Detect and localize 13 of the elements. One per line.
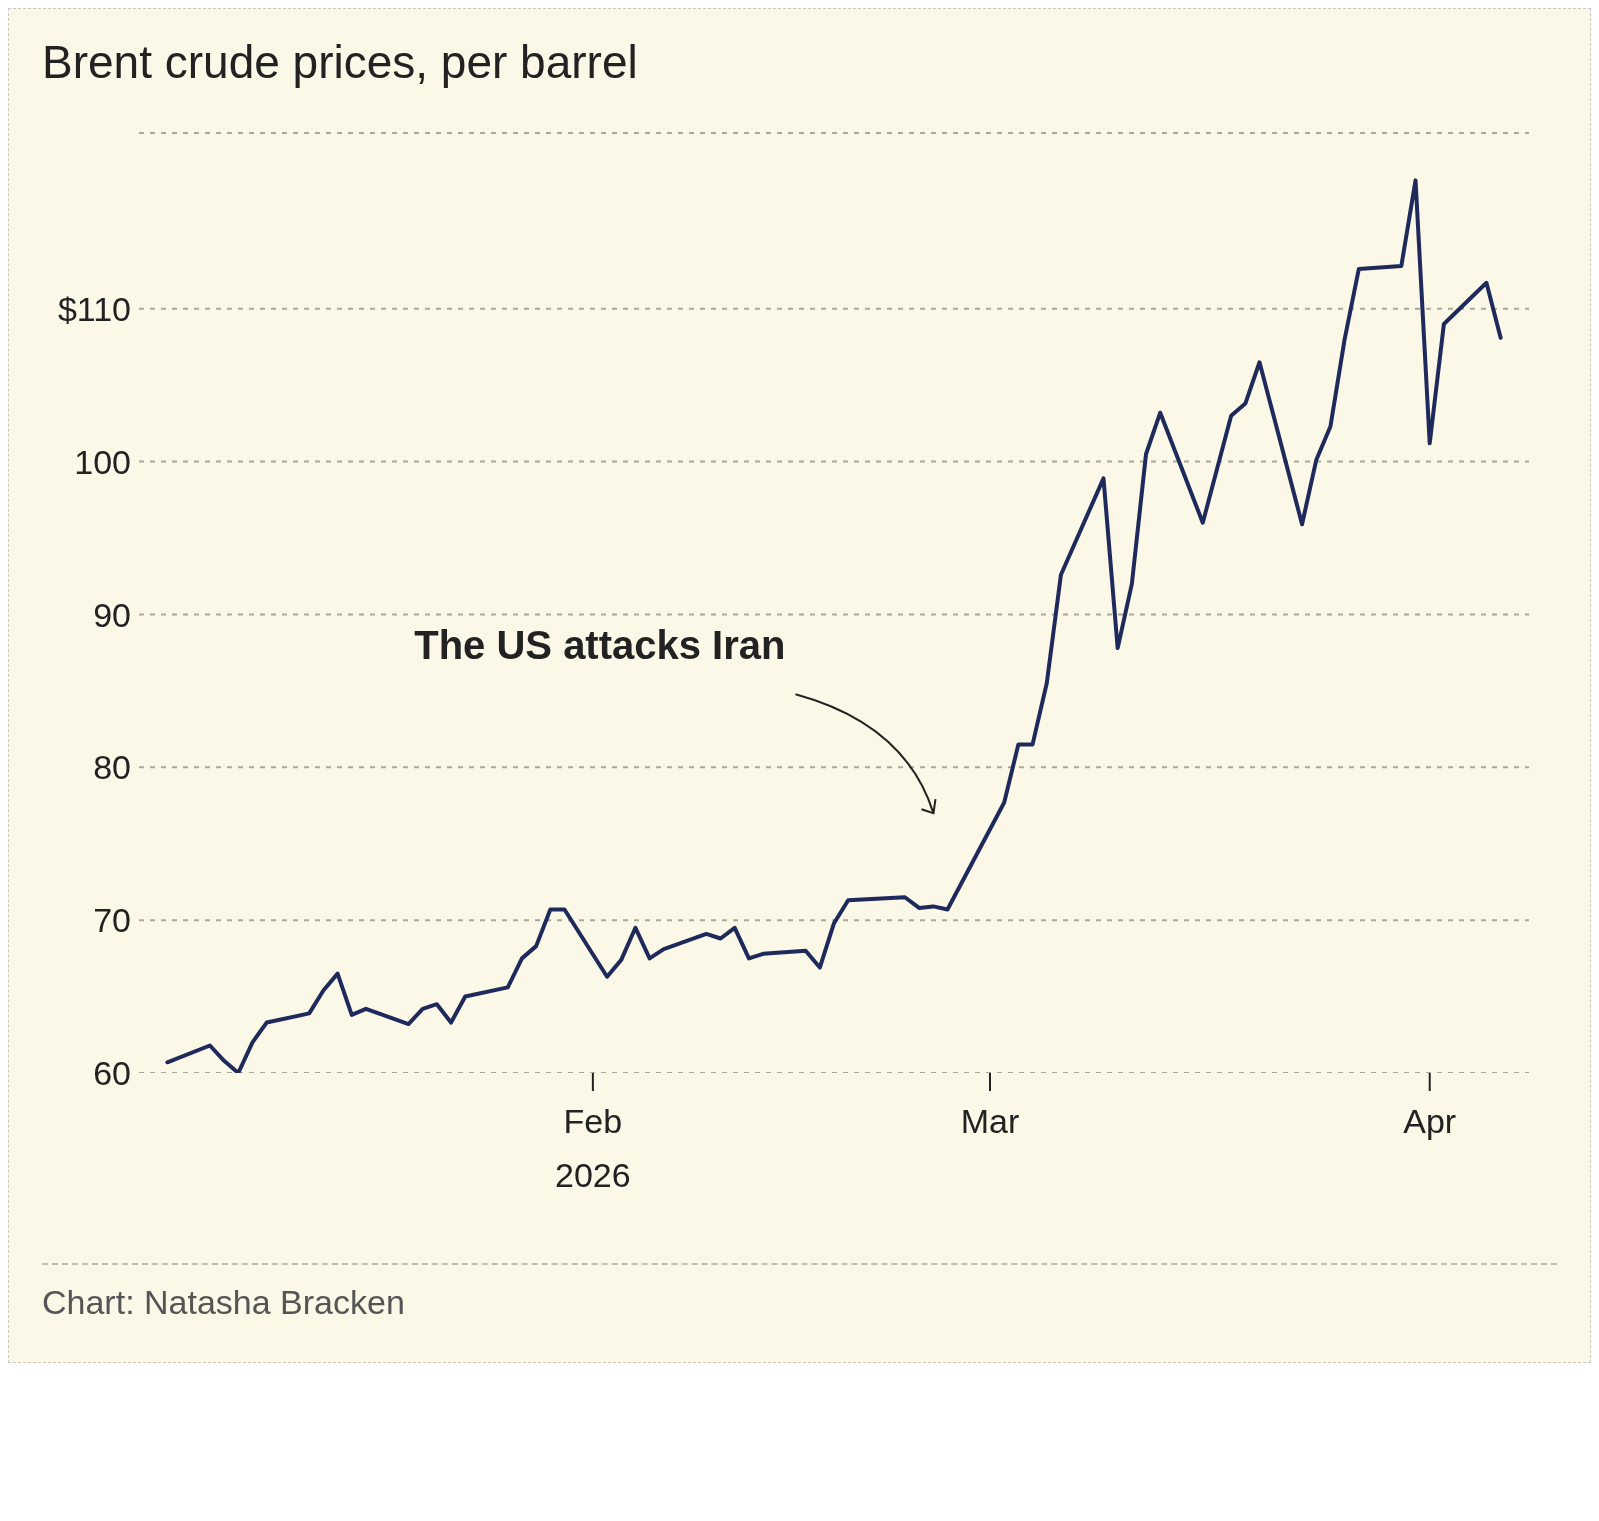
line-series [165, 178, 1503, 1073]
x-tick-label: Apr [1403, 1102, 1457, 1140]
y-tick-label: 90 [93, 595, 131, 634]
y-tick-label: 100 [74, 442, 131, 481]
annotation: The US attacks Iran [414, 623, 786, 668]
y-tick-label: 60 [93, 1054, 131, 1093]
chart-title: Brent crude prices, per barrel [41, 35, 639, 90]
y-tick-label: 80 [93, 748, 131, 787]
x-tick-label: Mar [960, 1102, 1020, 1140]
x-tick-label: Feb 2026 [555, 1102, 631, 1194]
y-tick-label: 70 [93, 901, 131, 940]
y-tick-label: $110 [57, 289, 131, 328]
text: Chart: Natasha Bracken [41, 1282, 406, 1322]
